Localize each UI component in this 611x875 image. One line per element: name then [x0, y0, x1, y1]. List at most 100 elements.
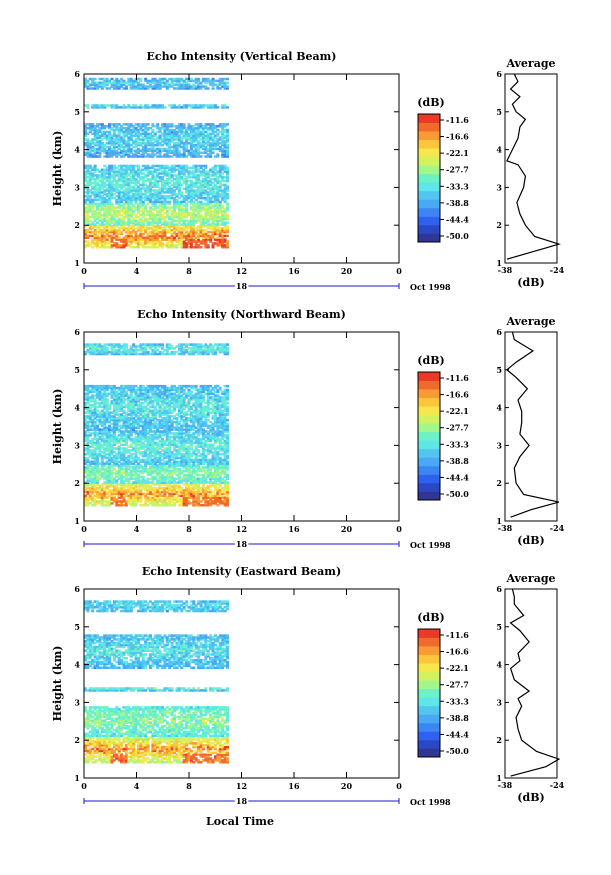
heatmap-cell	[204, 179, 208, 183]
heatmap-cell	[110, 179, 114, 183]
heatmap-cell	[211, 221, 215, 224]
heatmap-cell	[180, 227, 184, 230]
heatmap-cell	[197, 454, 201, 458]
heatmap-cell	[182, 194, 186, 198]
heatmap-cell	[211, 200, 215, 204]
heatmap-cell	[204, 191, 208, 194]
heatmap-cell	[201, 483, 205, 486]
heatmap-cell	[225, 500, 229, 503]
heatmap-cell	[88, 210, 92, 213]
heatmap-cell	[201, 449, 205, 452]
heatmap-cell	[117, 244, 121, 247]
heatmap-cell	[158, 106, 162, 109]
heatmap-cell	[144, 85, 148, 88]
heatmap-cell	[180, 441, 184, 445]
heatmap-cell	[180, 449, 184, 452]
heatmap-cell	[86, 221, 90, 224]
heatmap-cell	[88, 473, 92, 477]
heatmap-cell	[221, 166, 225, 170]
heatmap-cell	[177, 503, 181, 507]
heatmap-cell	[211, 145, 215, 149]
heatmap-cell	[199, 174, 203, 177]
heatmap-cell	[182, 166, 186, 170]
heatmap-cell	[127, 185, 131, 188]
heatmap-cell	[209, 483, 213, 486]
heatmap-cell	[124, 193, 128, 196]
heatmap-cell	[170, 228, 174, 232]
heatmap-cell	[213, 179, 217, 183]
heatmap-cell	[175, 500, 179, 503]
heatmap-cell	[187, 468, 191, 471]
heatmap-cell	[144, 151, 148, 154]
heatmap-cell	[117, 106, 121, 109]
heatmap-cell	[93, 475, 97, 479]
heatmap-cell	[146, 496, 150, 499]
heatmap-cell	[86, 460, 90, 464]
heatmap-cell	[84, 466, 88, 469]
heatmap-cell	[141, 486, 145, 490]
heatmap-cell	[100, 466, 104, 469]
heatmap-cell	[144, 208, 148, 211]
heatmap-cell	[134, 475, 138, 479]
heatmap-cell	[218, 445, 222, 448]
heatmap-cell	[192, 143, 196, 147]
heatmap-cell	[112, 140, 116, 143]
heatmap-cell	[139, 123, 143, 126]
heatmap-cell	[103, 475, 107, 479]
heatmap-cell	[158, 204, 162, 207]
heatmap-cell	[117, 79, 121, 83]
heatmap-cell	[141, 468, 145, 471]
heatmap-cell	[201, 225, 205, 228]
heatmap-cell	[103, 225, 107, 228]
heatmap-cell	[204, 471, 208, 475]
heatmap-cell	[225, 143, 229, 147]
heatmap-cell	[156, 234, 160, 238]
heatmap-cell	[163, 469, 167, 473]
heatmap-cell	[158, 221, 162, 224]
heatmap-cell	[163, 219, 167, 223]
heatmap-cell	[112, 217, 116, 221]
heatmap-cell	[129, 166, 133, 170]
heatmap-cell	[96, 479, 100, 482]
heatmap-cell	[194, 151, 198, 154]
heatmap-cell	[127, 228, 131, 232]
heatmap-cell	[122, 174, 126, 177]
heatmap-cell	[221, 441, 225, 445]
heatmap-cell	[139, 242, 143, 245]
heatmap-cell	[199, 228, 203, 232]
heatmap-cell	[144, 164, 148, 168]
heatmap-cell	[117, 230, 121, 234]
heatmap-cell	[182, 492, 186, 496]
heatmap-cell	[223, 183, 227, 187]
heatmap-cell	[161, 138, 165, 141]
heatmap-cell	[192, 477, 196, 481]
heatmap-cell	[96, 138, 100, 141]
heatmap-cell	[175, 462, 179, 465]
heatmap-cell	[182, 130, 186, 134]
heatmap-cell	[122, 123, 126, 126]
heatmap-cell	[144, 219, 148, 223]
heatmap-cell	[156, 142, 160, 145]
heatmap-cell	[201, 477, 205, 481]
heatmap-cell	[209, 240, 213, 243]
heatmap-cell	[86, 502, 90, 505]
heatmap-cell	[165, 488, 169, 492]
heatmap-cell	[148, 232, 152, 236]
heatmap-cell	[84, 191, 88, 194]
heatmap-cell	[204, 221, 208, 224]
heatmap-cell	[103, 454, 107, 458]
heatmap-cell	[225, 502, 229, 505]
heatmap-cell	[153, 204, 157, 207]
colorbar-swatch	[418, 122, 440, 132]
heatmap-cell	[165, 200, 169, 204]
heatmap-cell	[213, 172, 217, 175]
heatmap-cell	[199, 123, 203, 126]
heatmap-cell	[105, 138, 109, 141]
heatmap-cell	[151, 244, 155, 247]
heatmap-cell	[144, 498, 148, 501]
heatmap-cell	[124, 187, 128, 190]
heatmap-cell	[161, 469, 165, 473]
heatmap-cell	[141, 503, 145, 507]
heatmap-cell	[218, 83, 222, 86]
